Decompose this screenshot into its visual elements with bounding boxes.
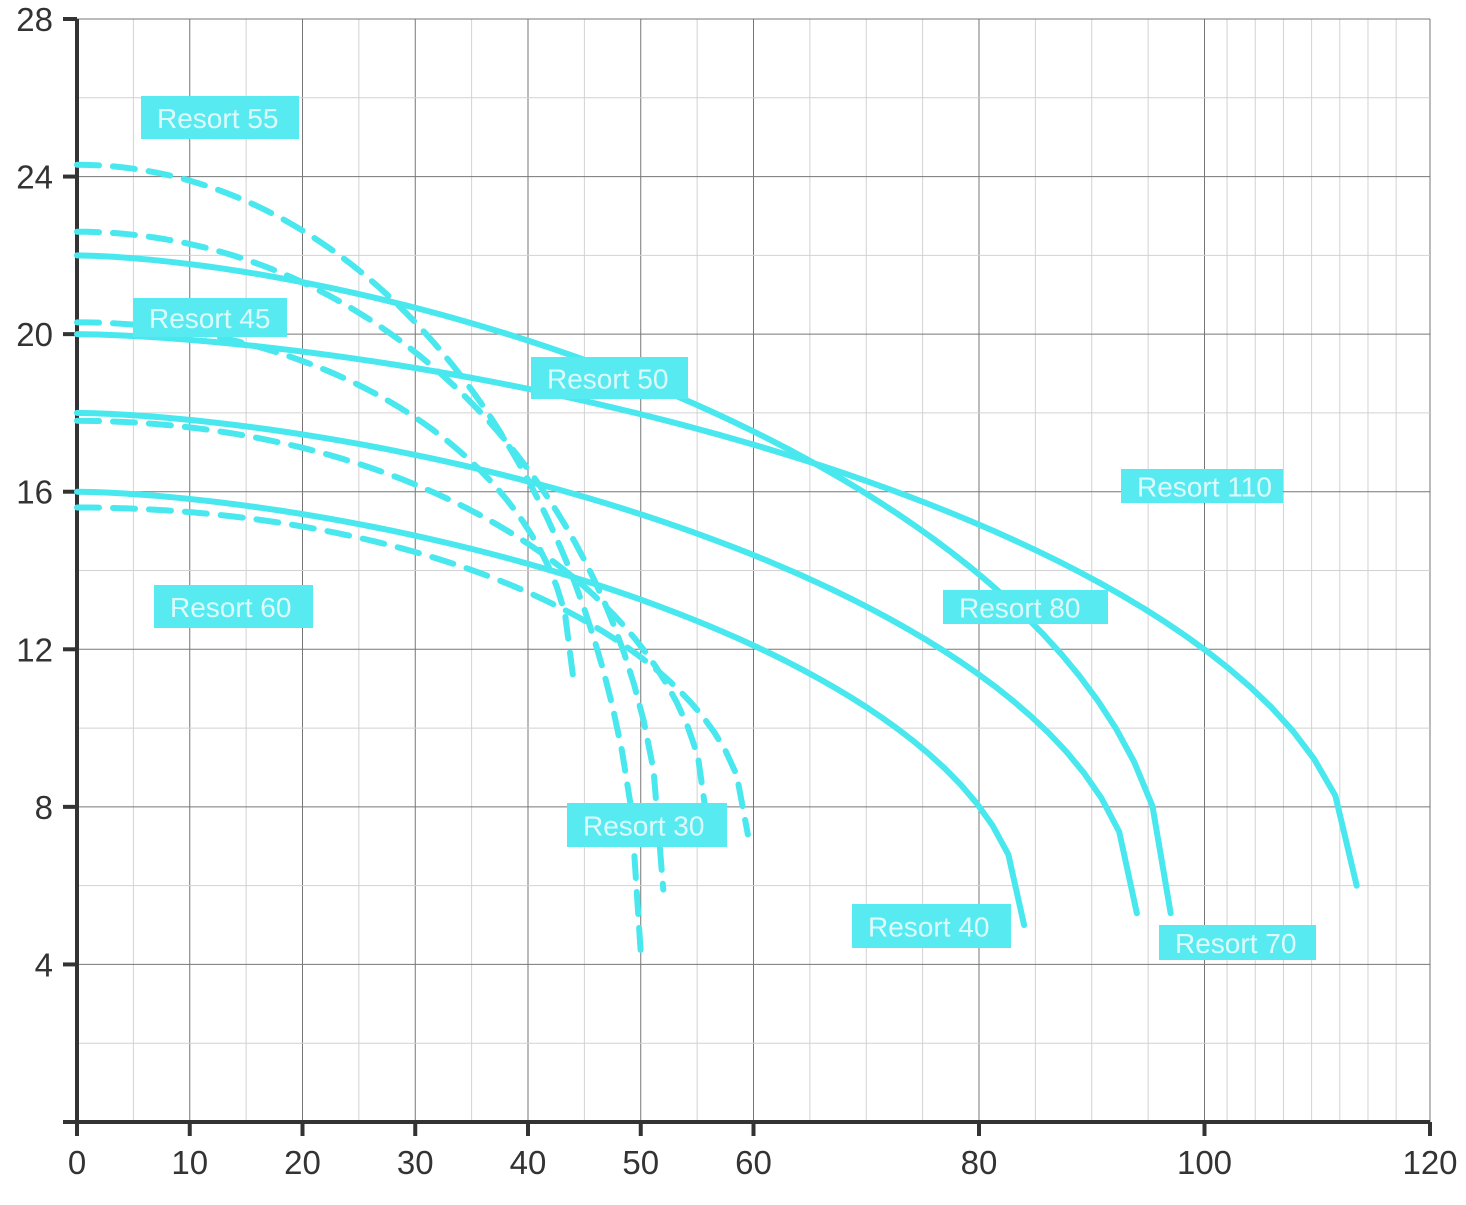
svg-text:Resort 50: Resort 50 — [547, 364, 668, 395]
svg-text:Resort 110: Resort 110 — [1137, 472, 1272, 503]
svg-text:16: 16 — [16, 474, 53, 511]
svg-text:Resort 40: Resort 40 — [868, 912, 989, 943]
svg-text:Resort 80: Resort 80 — [959, 593, 1080, 624]
svg-text:Resort 45: Resort 45 — [149, 303, 270, 334]
svg-text:20: 20 — [284, 1144, 321, 1181]
svg-text:Resort 60: Resort 60 — [170, 592, 291, 623]
svg-text:20: 20 — [16, 316, 53, 353]
svg-text:120: 120 — [1402, 1144, 1457, 1181]
svg-text:24: 24 — [16, 159, 53, 196]
svg-text:0: 0 — [68, 1144, 86, 1181]
svg-text:10: 10 — [171, 1144, 208, 1181]
svg-text:100: 100 — [1177, 1144, 1232, 1181]
svg-text:Resort 30: Resort 30 — [583, 811, 704, 842]
svg-text:8: 8 — [35, 789, 53, 826]
svg-text:80: 80 — [961, 1144, 998, 1181]
svg-text:28: 28 — [16, 1, 53, 38]
svg-text:Resort 55: Resort 55 — [157, 103, 278, 134]
svg-text:60: 60 — [735, 1144, 772, 1181]
svg-text:40: 40 — [510, 1144, 547, 1181]
svg-text:12: 12 — [16, 631, 53, 668]
svg-text:30: 30 — [397, 1144, 434, 1181]
svg-text:Resort 70: Resort 70 — [1175, 928, 1296, 959]
svg-text:50: 50 — [622, 1144, 659, 1181]
svg-text:4: 4 — [35, 946, 53, 983]
